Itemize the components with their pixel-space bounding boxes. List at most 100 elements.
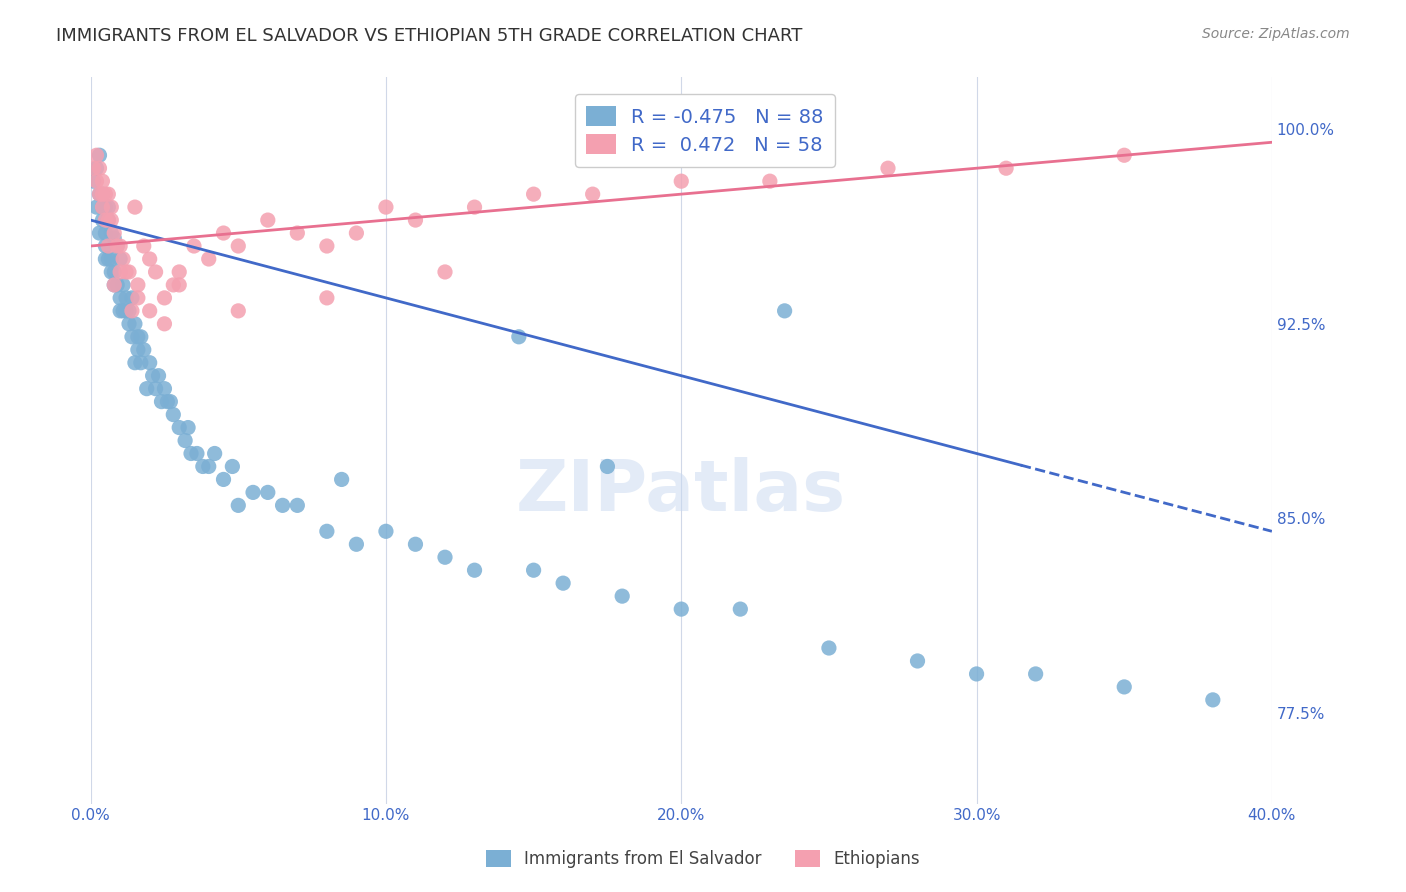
Point	[156, 394, 179, 409]
Point	[105, 239, 128, 253]
Point	[103, 231, 125, 245]
Point	[105, 239, 128, 253]
Point	[596, 459, 619, 474]
Point	[94, 213, 117, 227]
Point	[818, 640, 841, 655]
Point	[91, 200, 114, 214]
Point	[86, 174, 108, 188]
Point	[197, 459, 219, 474]
Point	[508, 330, 530, 344]
Point	[145, 265, 167, 279]
Point	[226, 499, 249, 513]
Point	[100, 213, 122, 227]
Point	[121, 291, 143, 305]
Point	[124, 317, 146, 331]
Point	[86, 161, 108, 176]
Point	[1025, 667, 1047, 681]
Point	[773, 303, 796, 318]
Point	[285, 226, 308, 240]
Point	[97, 200, 120, 214]
Point	[180, 446, 202, 460]
Point	[671, 602, 693, 616]
Point	[159, 394, 181, 409]
Point	[186, 446, 208, 460]
Point	[256, 213, 278, 227]
Point	[315, 239, 337, 253]
Point	[256, 485, 278, 500]
Point	[89, 148, 111, 162]
Point	[1114, 148, 1136, 162]
Point	[115, 265, 138, 279]
Text: Source: ZipAtlas.com: Source: ZipAtlas.com	[1202, 27, 1350, 41]
Point	[553, 576, 575, 591]
Point	[118, 265, 141, 279]
Point	[89, 187, 111, 202]
Point	[86, 200, 108, 214]
Point	[91, 213, 114, 227]
Point	[464, 563, 486, 577]
Point	[197, 252, 219, 266]
Point	[91, 187, 114, 202]
Point	[877, 161, 900, 176]
Point	[94, 187, 117, 202]
Point	[1114, 680, 1136, 694]
Point	[94, 200, 117, 214]
Point	[191, 459, 214, 474]
Point	[226, 303, 249, 318]
Point	[115, 303, 138, 318]
Point	[138, 303, 160, 318]
Point	[153, 382, 176, 396]
Point	[966, 667, 988, 681]
Point	[226, 239, 249, 253]
Point	[212, 226, 235, 240]
Point	[1202, 693, 1225, 707]
Point	[212, 472, 235, 486]
Point	[671, 174, 693, 188]
Point	[177, 420, 200, 434]
Point	[112, 252, 135, 266]
Point	[315, 524, 337, 539]
Point	[100, 252, 122, 266]
Legend: R = -0.475   N = 88, R =  0.472   N = 58: R = -0.475 N = 88, R = 0.472 N = 58	[575, 95, 835, 167]
Point	[138, 356, 160, 370]
Point	[105, 277, 128, 292]
Point	[108, 239, 131, 253]
Point	[127, 330, 149, 344]
Point	[97, 213, 120, 227]
Point	[103, 265, 125, 279]
Point	[759, 174, 782, 188]
Point	[183, 239, 205, 253]
Point	[153, 317, 176, 331]
Point	[138, 252, 160, 266]
Point	[127, 343, 149, 357]
Point	[118, 303, 141, 318]
Point	[100, 265, 122, 279]
Point	[132, 239, 155, 253]
Point	[89, 161, 111, 176]
Point	[108, 252, 131, 266]
Point	[995, 161, 1018, 176]
Point	[94, 226, 117, 240]
Point	[83, 174, 105, 188]
Point	[83, 161, 105, 176]
Point	[148, 368, 170, 383]
Point	[124, 356, 146, 370]
Point	[112, 303, 135, 318]
Point	[135, 382, 157, 396]
Point	[129, 356, 152, 370]
Legend: Immigrants from El Salvador, Ethiopians: Immigrants from El Salvador, Ethiopians	[479, 843, 927, 875]
Point	[103, 226, 125, 240]
Point	[162, 408, 184, 422]
Point	[121, 330, 143, 344]
Point	[97, 213, 120, 227]
Point	[271, 499, 294, 513]
Point	[434, 265, 457, 279]
Point	[97, 187, 120, 202]
Point	[108, 303, 131, 318]
Point	[907, 654, 929, 668]
Point	[100, 200, 122, 214]
Point	[94, 239, 117, 253]
Point	[162, 277, 184, 292]
Point	[121, 303, 143, 318]
Point	[612, 589, 634, 603]
